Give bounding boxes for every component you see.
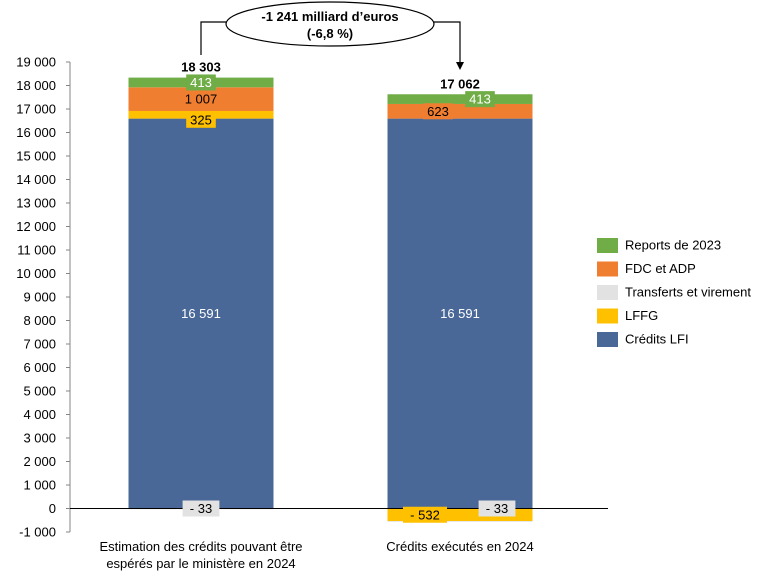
legend-swatch [597, 238, 618, 253]
data-label-box [465, 91, 495, 108]
y-tick-label: 19 000 [16, 55, 56, 70]
y-tick-label: 3 000 [23, 431, 56, 446]
legend-swatch [597, 332, 618, 347]
data-label-box [186, 111, 216, 128]
data-label: - 33 [190, 501, 212, 516]
data-label: - 532 [410, 507, 440, 522]
data-label-box [179, 91, 223, 108]
legend-label: Reports de 2023 [625, 238, 721, 253]
legend: Reports de 2023 FDC et ADP Transferts et v… [597, 238, 751, 347]
y-tick-label: -1 000 [19, 525, 56, 540]
bar-segment [387, 94, 533, 104]
legend-swatch [597, 285, 618, 300]
annotation-line1: -1 241 milliard d’euros [261, 9, 398, 24]
category-labels: Estimation des crédits pouvant être espér… [99, 539, 533, 571]
annotation-line2: (-6,8 %) [307, 26, 353, 41]
bar-total-label: 18 303 [181, 60, 221, 75]
y-tick-label: 15 000 [16, 149, 56, 164]
y-tick-label: 0 [49, 501, 56, 516]
y-tick-label: 6 000 [23, 360, 56, 375]
y-tick-label: 10 000 [16, 266, 56, 281]
y-tick-label: 2 000 [23, 454, 56, 469]
legend-swatch [597, 308, 618, 324]
category-label: Crédits exécutés en 2024 [386, 539, 533, 554]
bar-segment [387, 118, 533, 509]
data-label: 623 [427, 104, 449, 119]
legend-label: LFFG [625, 308, 658, 323]
legend-label: Crédits LFI [625, 332, 689, 347]
legend-swatch [597, 261, 618, 277]
data-label-box [186, 74, 216, 91]
arrow-head-icon [456, 62, 464, 70]
y-tick-label: 4 000 [23, 407, 56, 422]
y-tick-label: 12 000 [16, 219, 56, 234]
y-tick-label: 9 000 [23, 290, 56, 305]
data-label: 413 [190, 75, 212, 90]
data-label: 325 [190, 112, 212, 127]
data-label: - 33 [486, 501, 508, 516]
y-tick-label: 14 000 [16, 172, 56, 187]
legend-label: Transferts et virement [625, 285, 751, 300]
y-tick-label: 18 000 [16, 78, 56, 93]
data-label: 1 007 [185, 92, 218, 107]
y-tick-label: 1 000 [23, 478, 56, 493]
bar-total-label: 17 062 [440, 76, 480, 91]
data-label-box [478, 500, 516, 517]
data-label-box [403, 506, 447, 523]
data-label: 16 591 [181, 306, 221, 321]
variation-annotation: -1 241 milliard d’euros (-6,8 %) [200, 1, 464, 70]
bar-segment [387, 103, 533, 119]
y-tick-label: 8 000 [23, 313, 56, 328]
y-tick-label: 7 000 [23, 337, 56, 352]
y-tick-label: 17 000 [16, 102, 56, 117]
legend-label: FDC et ADP [625, 261, 696, 276]
y-tick-label: 11 000 [17, 243, 56, 258]
y-tick-label: 5 000 [23, 384, 56, 399]
bar-segment [387, 521, 533, 522]
annotation-arrow-left [200, 21, 226, 55]
y-tick-label: 13 000 [16, 196, 56, 211]
y-tick-label: 16 000 [16, 125, 56, 140]
annotation-arrow-right [434, 21, 461, 64]
data-labels: 16 591 325 - 33 1 007 413 16 591 - 532 - 33 623 4… [179, 60, 516, 523]
y-axis: -1 000 0 1 000 2 000 3 000 4 000 5 000 6 000 7 0… [16, 55, 71, 540]
data-label: 413 [469, 92, 491, 107]
data-label-box [423, 103, 453, 120]
bar-segment [128, 118, 274, 509]
data-label-box [182, 500, 220, 517]
category-label: Estimation des crédits pouvant être [99, 539, 302, 554]
data-label: 16 591 [440, 306, 480, 321]
category-label: espérés par le ministère en 2024 [106, 556, 295, 571]
annotation-ellipse [225, 1, 435, 47]
bars [128, 77, 533, 522]
